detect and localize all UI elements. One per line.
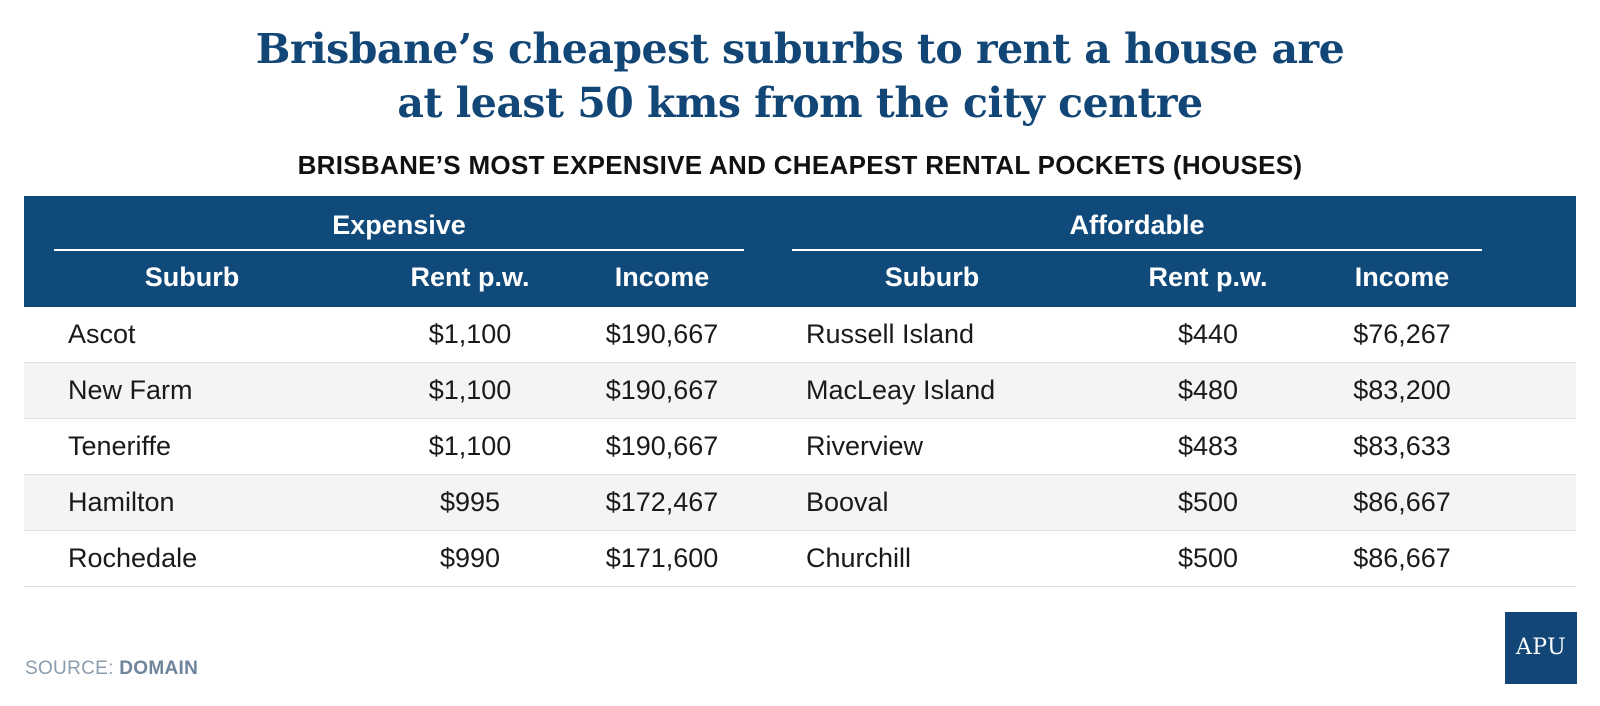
source-value: DOMAIN: [119, 658, 199, 679]
table-row: Rochedale $990 $171,600 Churchill $500 $…: [24, 531, 1576, 587]
table-row: New Farm $1,100 $190,667 MacLeay Island …: [24, 363, 1576, 419]
chart-subtitle: BRISBANE’S MOST EXPENSIVE AND CHEAPEST R…: [297, 150, 1303, 180]
cell-expensive-rent: $995: [439, 487, 501, 517]
cell-affordable-income: $86,667: [1353, 487, 1451, 517]
col-header-expensive-suburb: Suburb: [144, 262, 240, 292]
chart-title-line-2: at least 50 kms from the city centre: [397, 79, 1203, 127]
table-row: Ascot $1,100 $190,667 Russell Island $44…: [24, 307, 1576, 363]
source-note: SOURCE: DOMAIN: [25, 658, 198, 680]
cell-affordable-income: $86,667: [1353, 543, 1451, 573]
cell-expensive-rent: $1,100: [428, 431, 512, 461]
cell-affordable-suburb: Russell Island: [806, 319, 975, 349]
cell-affordable-rent: $500: [1177, 487, 1239, 517]
cell-affordable-suburb: Riverview: [806, 431, 924, 461]
cell-expensive-income: $171,600: [605, 543, 719, 573]
cell-expensive-rent: $1,100: [428, 319, 512, 349]
group-rule-affordable: [792, 249, 1482, 251]
table-row: Teneriffe $1,100 $190,667 Riverview $483…: [24, 419, 1576, 475]
cell-affordable-rent: $500: [1177, 543, 1239, 573]
cell-expensive-suburb: Hamilton: [68, 487, 175, 517]
apu-logo: APU: [1505, 612, 1577, 684]
cell-affordable-suburb: Churchill: [806, 543, 912, 573]
cell-expensive-income: $172,467: [605, 487, 719, 517]
cell-affordable-income: $83,200: [1353, 375, 1451, 405]
chart-title: Brisbane’s cheapest suburbs to rent a ho…: [0, 22, 1600, 130]
table-row: Hamilton $995 $172,467 Booval $500 $86,6…: [24, 475, 1576, 531]
group-title-expensive: Expensive: [332, 210, 466, 240]
cell-expensive-income: $190,667: [605, 375, 719, 405]
col-header-affordable-income: Income: [1354, 262, 1450, 292]
cell-expensive-income: $190,667: [605, 431, 719, 461]
table-header: Expensive Affordable Suburb Rent p.w. In…: [24, 196, 1576, 307]
cell-expensive-suburb: New Farm: [68, 375, 193, 405]
chart-title-line-1: Brisbane’s cheapest suburbs to rent a ho…: [255, 25, 1345, 73]
cell-affordable-suburb: Booval: [806, 487, 889, 517]
group-title-affordable: Affordable: [1069, 210, 1205, 240]
col-header-expensive-rent: Rent p.w.: [410, 262, 530, 292]
cell-expensive-income: $190,667: [605, 319, 719, 349]
cell-affordable-rent: $483: [1177, 431, 1239, 461]
col-header-expensive-income: Income: [614, 262, 710, 292]
cell-expensive-suburb: Teneriffe: [68, 431, 172, 461]
cell-affordable-income: $83,633: [1353, 431, 1451, 461]
cell-affordable-rent: $480: [1177, 375, 1239, 405]
cell-expensive-rent: $990: [439, 543, 501, 573]
group-rule-expensive: [54, 249, 744, 251]
col-header-affordable-rent: Rent p.w.: [1148, 262, 1268, 292]
cell-affordable-suburb: MacLeay Island: [806, 375, 996, 405]
cell-affordable-rent: $440: [1177, 319, 1239, 349]
cell-expensive-suburb: Ascot: [68, 319, 136, 349]
cell-expensive-suburb: Rochedale: [68, 543, 198, 573]
rental-table: Expensive Affordable Suburb Rent p.w. In…: [24, 196, 1576, 587]
source-label: SOURCE:: [25, 658, 114, 679]
cell-affordable-income: $76,267: [1353, 319, 1451, 349]
cell-expensive-rent: $1,100: [428, 375, 512, 405]
col-header-affordable-suburb: Suburb: [884, 262, 980, 292]
